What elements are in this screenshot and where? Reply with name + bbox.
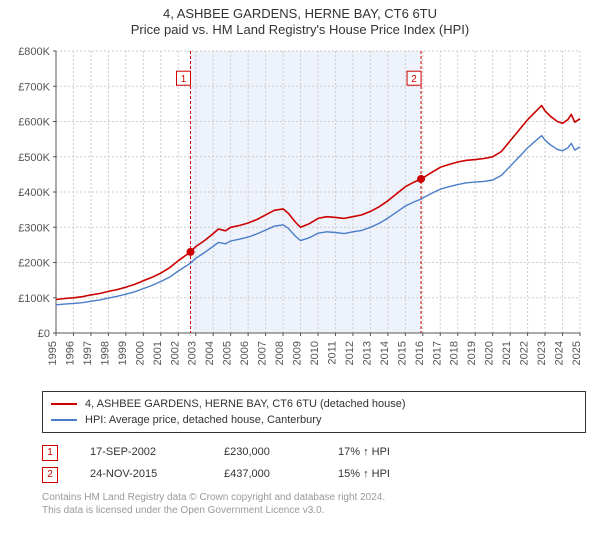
svg-text:£200K: £200K bbox=[18, 258, 50, 270]
svg-text:2016: 2016 bbox=[414, 341, 426, 365]
svg-text:2013: 2013 bbox=[361, 341, 373, 365]
legend-item: HPI: Average price, detached house, Cant… bbox=[51, 412, 577, 428]
event-date: 17-SEP-2002 bbox=[90, 441, 200, 463]
event-hpi: 17% ↑ HPI bbox=[338, 441, 428, 463]
svg-text:£0: £0 bbox=[38, 328, 50, 340]
svg-text:2000: 2000 bbox=[134, 341, 146, 365]
svg-text:2012: 2012 bbox=[344, 341, 356, 365]
credits-line: Contains HM Land Registry data © Crown c… bbox=[42, 491, 586, 504]
event-row: 2 24-NOV-2015 £437,000 15% ↑ HPI bbox=[42, 463, 586, 485]
credits-line: This data is licensed under the Open Gov… bbox=[42, 504, 586, 517]
legend-label: HPI: Average price, detached house, Cant… bbox=[85, 412, 321, 428]
svg-text:2015: 2015 bbox=[396, 341, 408, 365]
legend: 4, ASHBEE GARDENS, HERNE BAY, CT6 6TU (d… bbox=[42, 391, 586, 433]
event-price: £230,000 bbox=[224, 441, 314, 463]
svg-text:2019: 2019 bbox=[466, 341, 478, 365]
svg-text:2002: 2002 bbox=[169, 341, 181, 365]
event-number-box: 2 bbox=[42, 467, 58, 483]
svg-text:£800K: £800K bbox=[18, 46, 50, 58]
svg-text:2025: 2025 bbox=[571, 341, 583, 365]
svg-text:2004: 2004 bbox=[204, 341, 216, 365]
svg-text:2006: 2006 bbox=[239, 341, 251, 365]
svg-text:2022: 2022 bbox=[519, 341, 531, 365]
svg-text:2020: 2020 bbox=[484, 341, 496, 365]
legend-swatch bbox=[51, 419, 77, 421]
events-table: 1 17-SEP-2002 £230,000 17% ↑ HPI 2 24-NO… bbox=[42, 441, 586, 485]
svg-text:2011: 2011 bbox=[326, 341, 338, 365]
event-row: 1 17-SEP-2002 £230,000 17% ↑ HPI bbox=[42, 441, 586, 463]
svg-text:2024: 2024 bbox=[554, 341, 566, 365]
svg-text:£100K: £100K bbox=[18, 293, 50, 305]
svg-text:2008: 2008 bbox=[274, 341, 286, 365]
svg-text:2007: 2007 bbox=[257, 341, 269, 365]
legend-label: 4, ASHBEE GARDENS, HERNE BAY, CT6 6TU (d… bbox=[85, 396, 406, 412]
svg-text:£600K: £600K bbox=[18, 117, 50, 129]
svg-text:£500K: £500K bbox=[18, 152, 50, 164]
title-address: 4, ASHBEE GARDENS, HERNE BAY, CT6 6TU bbox=[0, 6, 600, 21]
svg-text:1995: 1995 bbox=[47, 341, 59, 365]
event-price: £437,000 bbox=[224, 463, 314, 485]
svg-text:2014: 2014 bbox=[379, 341, 391, 365]
price-chart: £0 £100K £200K £300K £400K £500K £600K £700K £80… bbox=[14, 45, 586, 385]
svg-text:2005: 2005 bbox=[222, 341, 234, 365]
svg-text:£700K: £700K bbox=[18, 81, 50, 93]
svg-text:2001: 2001 bbox=[152, 341, 164, 365]
svg-text:2023: 2023 bbox=[536, 341, 548, 365]
svg-text:2018: 2018 bbox=[449, 341, 461, 365]
svg-text:1998: 1998 bbox=[99, 341, 111, 365]
title-subtitle: Price paid vs. HM Land Registry's House … bbox=[0, 22, 600, 37]
svg-text:1997: 1997 bbox=[82, 341, 94, 365]
svg-text:2: 2 bbox=[411, 74, 417, 85]
svg-text:1: 1 bbox=[181, 74, 187, 85]
svg-text:2003: 2003 bbox=[187, 341, 199, 365]
svg-text:£300K: £300K bbox=[18, 222, 50, 234]
credits: Contains HM Land Registry data © Crown c… bbox=[42, 491, 586, 517]
svg-text:2021: 2021 bbox=[501, 341, 513, 365]
event-number-box: 1 bbox=[42, 445, 58, 461]
svg-text:2017: 2017 bbox=[431, 341, 443, 365]
svg-text:2010: 2010 bbox=[309, 341, 321, 365]
svg-text:£400K: £400K bbox=[18, 187, 50, 199]
legend-swatch bbox=[51, 403, 77, 405]
event-date: 24-NOV-2015 bbox=[90, 463, 200, 485]
svg-text:1996: 1996 bbox=[64, 341, 76, 365]
legend-item: 4, ASHBEE GARDENS, HERNE BAY, CT6 6TU (d… bbox=[51, 396, 577, 412]
event-hpi: 15% ↑ HPI bbox=[338, 463, 428, 485]
svg-text:2009: 2009 bbox=[292, 341, 304, 365]
svg-text:1999: 1999 bbox=[117, 341, 129, 365]
